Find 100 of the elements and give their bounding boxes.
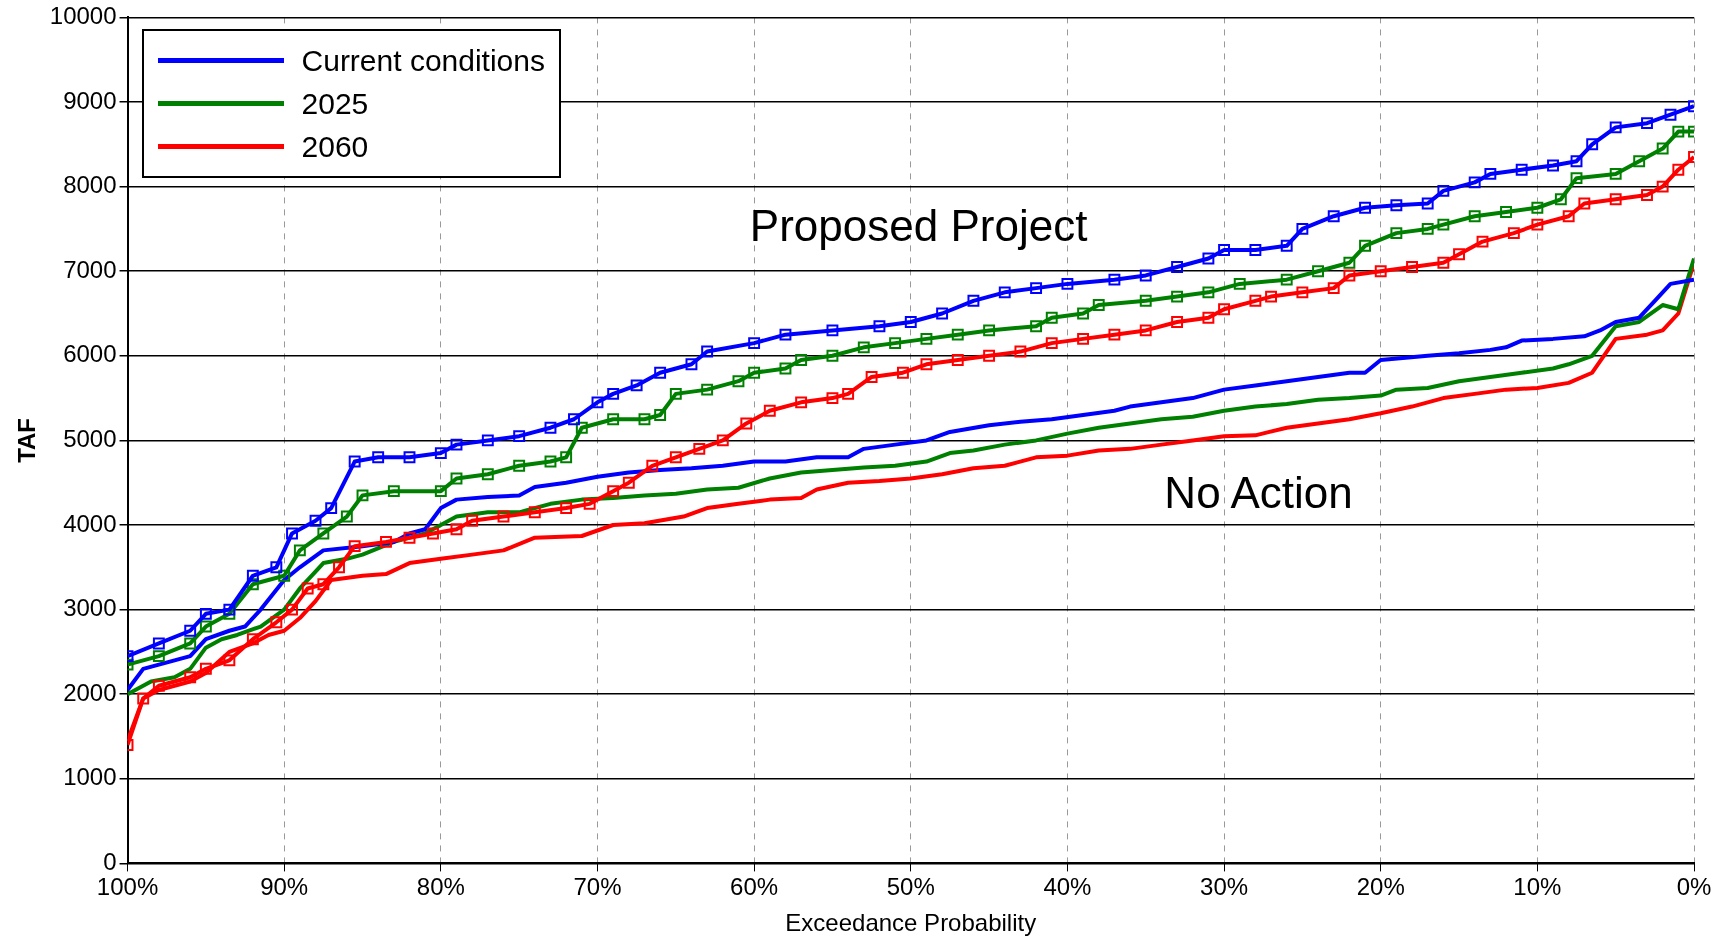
point — [1061, 277, 1074, 290]
x-tick-label: 80% — [416, 873, 465, 901]
point — [223, 603, 236, 616]
point — [184, 624, 197, 637]
point — [1233, 277, 1246, 290]
point — [1296, 222, 1309, 235]
point — [278, 569, 291, 582]
point — [1641, 117, 1653, 130]
point — [654, 366, 667, 379]
point — [387, 485, 400, 498]
x-tick-label: 30% — [1200, 873, 1249, 901]
point — [1664, 108, 1677, 121]
point — [1280, 273, 1293, 286]
point — [1280, 239, 1293, 252]
x-tick-label: 90% — [260, 873, 309, 901]
point — [701, 345, 714, 358]
y-tick-label: 4000 — [63, 509, 117, 537]
point — [826, 324, 839, 337]
point — [152, 650, 165, 663]
y-tick-label: 5000 — [63, 425, 117, 453]
y-tick-label: 3000 — [63, 594, 117, 622]
point — [481, 468, 494, 481]
point — [544, 455, 557, 468]
point — [779, 328, 792, 341]
x-tick-label: 20% — [1356, 873, 1405, 901]
point — [1570, 172, 1583, 185]
point — [481, 434, 494, 447]
point — [1656, 142, 1669, 155]
point — [951, 328, 964, 341]
y-tick-label: 10000 — [49, 2, 117, 30]
x-tick-label: 10% — [1513, 873, 1562, 901]
point — [434, 447, 447, 460]
point — [372, 451, 385, 464]
point — [1609, 167, 1622, 180]
point — [795, 354, 808, 366]
point — [1570, 155, 1583, 168]
point — [779, 362, 792, 375]
point — [732, 375, 745, 388]
point — [748, 337, 761, 350]
point — [1390, 199, 1403, 212]
point — [1468, 210, 1481, 223]
point — [1359, 201, 1371, 214]
point — [983, 324, 996, 337]
point — [356, 489, 369, 502]
point — [1171, 261, 1184, 273]
point — [1437, 184, 1450, 197]
point — [1077, 307, 1090, 320]
point — [560, 451, 573, 464]
point — [513, 430, 526, 443]
point — [434, 485, 447, 498]
y-tick-label: 2000 — [63, 678, 117, 706]
point — [450, 472, 463, 485]
point — [630, 379, 643, 392]
y-tick-label: 8000 — [63, 171, 117, 199]
point — [309, 514, 322, 527]
point — [669, 387, 682, 400]
point — [889, 337, 902, 350]
point — [246, 569, 259, 582]
point — [607, 387, 620, 400]
point — [654, 409, 667, 421]
point — [1633, 155, 1646, 168]
point — [1202, 252, 1215, 265]
point — [317, 527, 330, 540]
point — [1202, 286, 1215, 299]
point — [1484, 167, 1497, 180]
x-tick-label: 60% — [730, 873, 779, 901]
point — [270, 561, 283, 574]
point — [152, 637, 165, 650]
point — [701, 383, 714, 396]
legend-label: 2060 — [301, 129, 369, 164]
y-tick-label: 1000 — [63, 763, 117, 791]
point — [325, 502, 338, 515]
point — [1312, 265, 1324, 278]
x-tick-label: 70% — [573, 873, 622, 901]
point — [1531, 201, 1544, 214]
point — [1515, 163, 1528, 176]
point — [1092, 299, 1105, 311]
y-tick-label: 0 — [103, 848, 117, 876]
point — [591, 396, 604, 409]
y-tick-label: 6000 — [63, 340, 117, 368]
point — [748, 366, 761, 379]
point — [575, 421, 588, 434]
point — [450, 438, 463, 451]
y-axis-title: TAF — [13, 417, 41, 463]
point — [904, 316, 917, 328]
point — [1171, 290, 1184, 303]
y-tick-label: 7000 — [63, 255, 117, 283]
point — [1327, 210, 1340, 223]
point — [544, 421, 557, 434]
legend-label: 2025 — [301, 86, 369, 121]
point — [1421, 222, 1434, 235]
point — [1609, 121, 1622, 134]
point — [199, 620, 212, 633]
point — [286, 527, 298, 540]
point — [1139, 294, 1152, 307]
annotation: Proposed Project — [749, 201, 1088, 251]
point — [1030, 320, 1043, 333]
point — [826, 349, 839, 362]
point — [685, 358, 698, 371]
point — [607, 413, 620, 426]
